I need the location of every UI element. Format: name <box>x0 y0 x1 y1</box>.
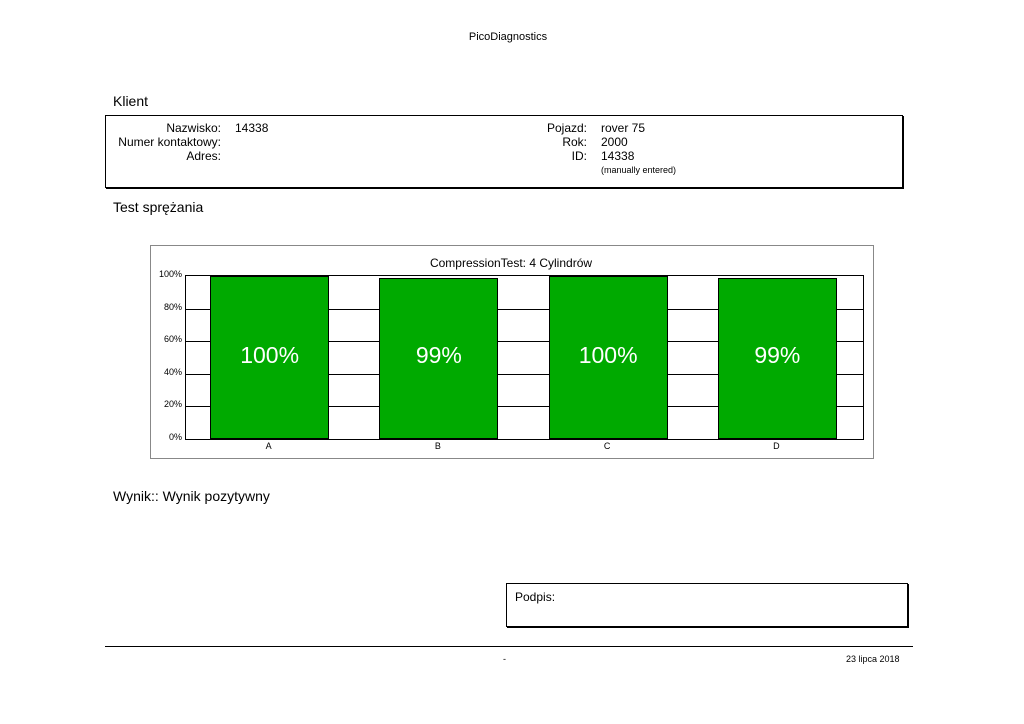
footer-divider <box>105 646 913 647</box>
bar-data-label: 99% <box>415 341 462 368</box>
chart-title: CompressionTest: 4 Cylindrów <box>429 256 593 270</box>
bar-data-label: 99% <box>754 341 801 368</box>
id-note: (manually entered) <box>601 165 677 175</box>
y-tick-label: 0% <box>168 432 182 442</box>
bar-D <box>717 277 837 439</box>
x-tick-label: C <box>603 441 611 451</box>
gridline <box>186 373 863 375</box>
x-tick-label: A <box>265 441 272 451</box>
bar-data-label: 100% <box>240 341 300 368</box>
vehicle-value: rover 75 <box>601 121 646 135</box>
y-tick-label: 80% <box>163 301 182 312</box>
bar-B <box>379 277 499 439</box>
contact-label: Numer kontaktowy: <box>118 135 221 149</box>
footer-date: 23 lipca 2018 <box>846 654 900 664</box>
report-header-title: PicoDiagnostics <box>468 31 548 43</box>
bar-A <box>210 276 330 439</box>
surname-label: Nazwisko: <box>166 121 221 135</box>
vehicle-label: Pojazd: <box>546 121 587 135</box>
signature-box <box>506 583 908 627</box>
address-label: Adres: <box>186 149 221 163</box>
id-value: 14338 <box>601 149 635 163</box>
client-section-title: Klient <box>113 93 149 109</box>
signature-label: Podpis: <box>515 590 556 604</box>
x-tick-label: D <box>773 441 780 451</box>
test-section-title: Test sprężania <box>113 199 204 215</box>
gridline <box>186 406 863 408</box>
year-label: Rok: <box>562 135 587 149</box>
plot-area: 100% 99% 100% 99% <box>185 275 864 440</box>
bar-data-label: 100% <box>578 341 638 368</box>
client-info-box <box>105 115 903 188</box>
chart-frame <box>150 245 874 459</box>
x-tick-label: B <box>434 441 441 451</box>
year-value: 2000 <box>601 135 628 149</box>
footer-center-mark: - <box>503 654 506 664</box>
y-tick-label: 100% <box>158 269 182 279</box>
y-tick-label: 20% <box>163 399 182 410</box>
y-tick-label: 40% <box>163 366 182 377</box>
gridline <box>186 308 863 310</box>
bar-C <box>548 276 668 439</box>
gridline <box>186 341 863 343</box>
id-label: ID: <box>571 149 587 163</box>
surname-value: 14338 <box>235 121 269 135</box>
result-text: Wynik:: Wynik pozytywny <box>113 488 270 504</box>
y-tick-label: 60% <box>163 334 182 345</box>
